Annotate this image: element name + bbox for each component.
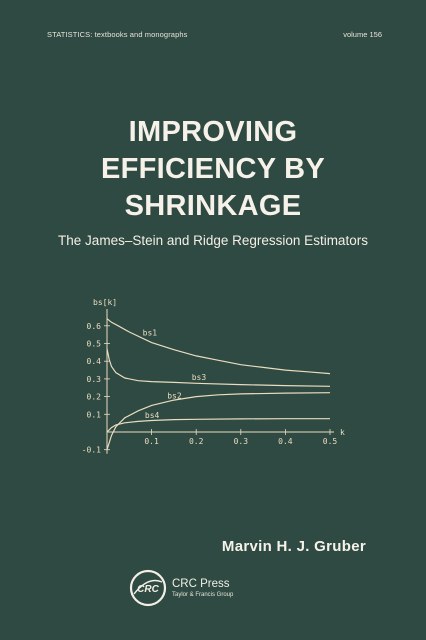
crc-logo-text: CRC — [137, 584, 159, 595]
author-name: Marvin H. J. Gruber — [221, 538, 366, 555]
y-tick-label: 0.4 — [87, 357, 102, 366]
series-label-bs1: bs1 — [143, 328, 158, 337]
chart-curves — [106, 318, 331, 450]
x-tick-label: 0.5 — [323, 437, 338, 446]
publisher-text: CRC Press Taylor & Francis Group — [172, 578, 233, 599]
crc-logo-icon: CRC — [128, 568, 168, 608]
curve-bs2 — [106, 392, 331, 450]
y-tick-label: 0.2 — [87, 393, 102, 402]
chart-axes — [106, 308, 334, 454]
chart-labels: bs[k] k bs1 bs3 bs2 bs4 — [93, 298, 345, 437]
book-subtitle: The James–Stein and Ridge Regression Est… — [58, 233, 368, 248]
x-axis-label: k — [340, 428, 345, 437]
curve-bs4 — [106, 418, 330, 433]
y-tick-label: 0.1 — [87, 410, 102, 419]
series-label-bs2: bs2 — [167, 392, 182, 401]
publisher-group: Taylor & Francis Group — [172, 591, 234, 598]
y-tick-label: 0.5 — [87, 340, 102, 349]
x-tick-label: 0.2 — [189, 437, 204, 446]
curve-bs3 — [106, 348, 331, 387]
curve-bs1 — [106, 318, 331, 375]
x-tick-label: 0.3 — [234, 437, 249, 446]
title-line-1: IMPROVING — [128, 116, 298, 148]
volume-number: volume 156 — [343, 30, 382, 39]
book-title: IMPROVING EFFICIENCY BY SHRINKAGE — [0, 114, 426, 225]
chart-ticks: -0.1 0.1 0.2 0.3 0.4 0.5 0.6 0.1 0.2 0.3 0.4 0.5 — [82, 322, 338, 455]
y-tick-label: -0.1 — [82, 446, 101, 455]
series-name: STATISTICS: textbooks and monographs — [47, 30, 188, 39]
x-tick-label: 0.1 — [144, 437, 159, 446]
y-tick-label: 0.6 — [87, 322, 102, 331]
x-tick-label: 0.4 — [278, 437, 293, 446]
publisher-name: CRC Press — [172, 577, 230, 590]
y-tick-label: 0.3 — [87, 375, 102, 384]
title-line-3: SHRINKAGE — [124, 190, 302, 222]
series-label-bs3: bs3 — [192, 373, 207, 382]
publisher-block: CRC CRC Press Taylor & Francis Group — [128, 568, 233, 608]
series-label-bs4: bs4 — [145, 411, 160, 420]
title-line-2: EFFICIENCY BY — [100, 153, 326, 185]
y-axis-label: bs[k] — [93, 298, 117, 307]
